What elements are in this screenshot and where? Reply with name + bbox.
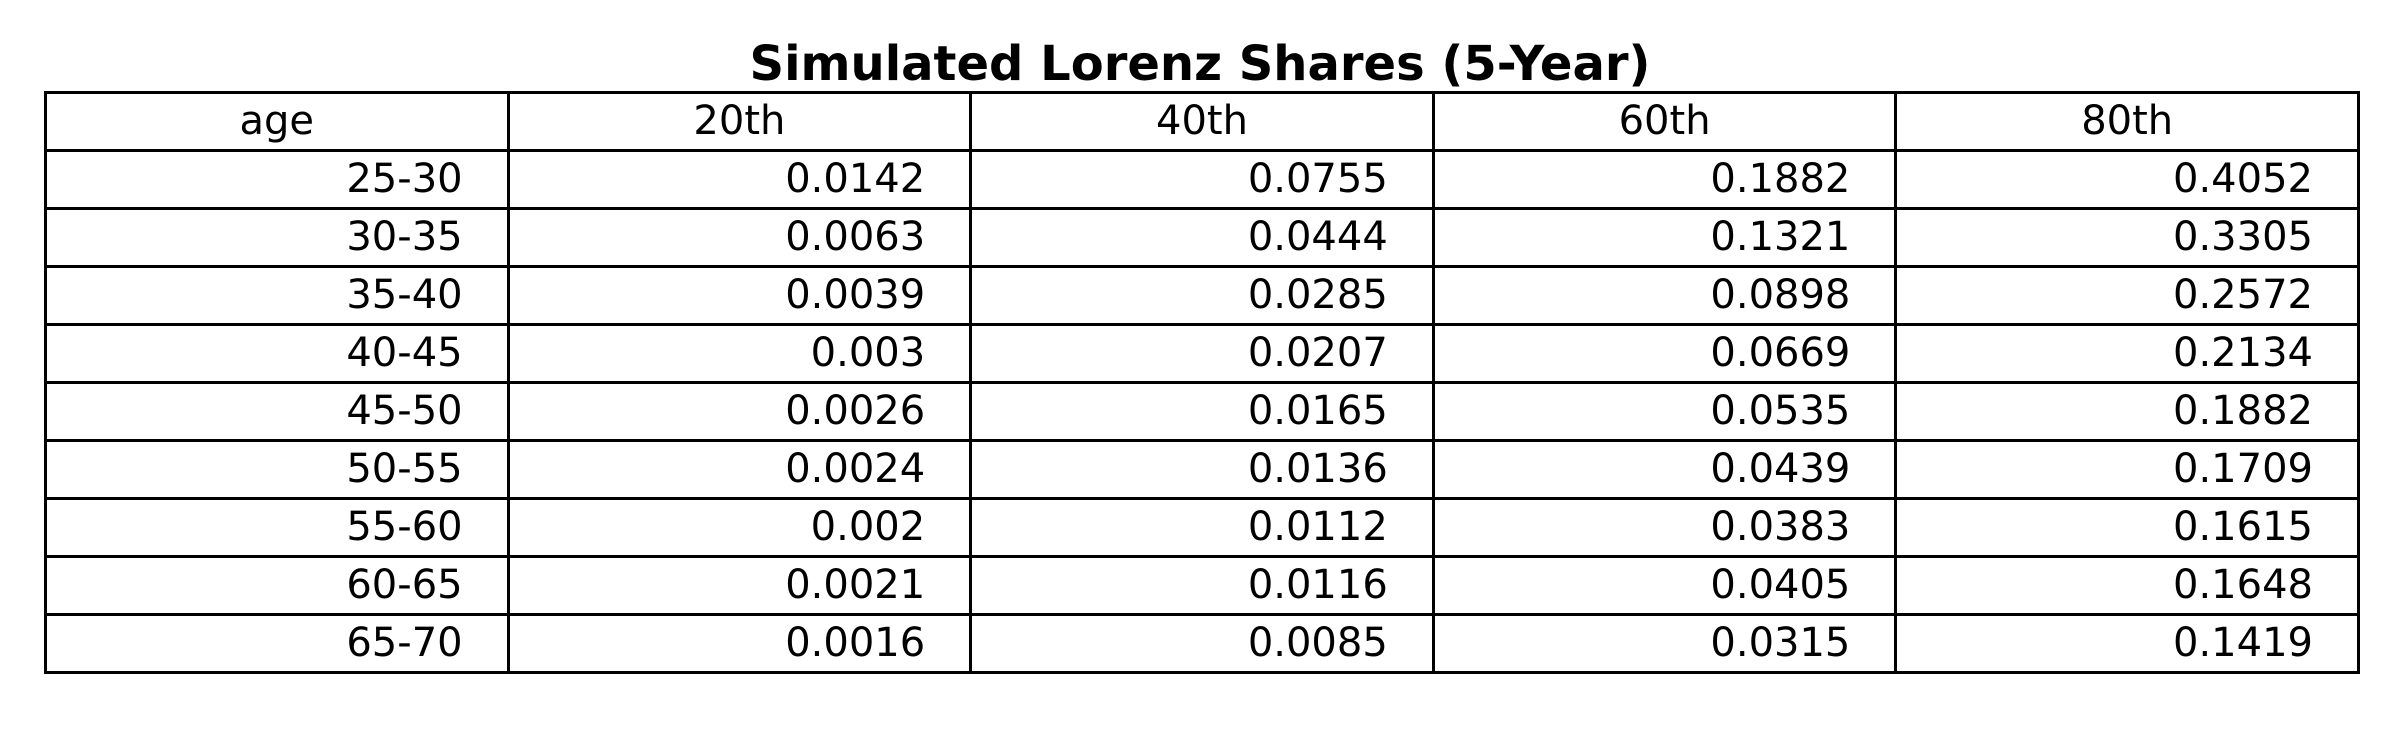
table-cell: 0.0116 (969, 555, 1435, 616)
column-header-age: age (44, 91, 510, 152)
table-cell: 0.0535 (1431, 381, 1898, 442)
table-cell: 0.0755 (969, 149, 1435, 210)
table-cell: 0.0016 (506, 613, 973, 674)
table-cell: 0.0165 (969, 381, 1435, 442)
table-cell: 0.0085 (969, 613, 1435, 674)
table-row: 65-70 0.0016 0.0085 0.0315 0.1419 (44, 613, 2360, 674)
table-cell: 0.4052 (1894, 149, 2360, 210)
table-cell: 65-70 (44, 613, 510, 674)
table-cell: 30-35 (44, 207, 510, 268)
table-row: 55-60 0.002 0.0112 0.0383 0.1615 (44, 497, 2360, 558)
table-title: Simulated Lorenz Shares (5-Year) (749, 36, 1651, 92)
table-row: 25-30 0.0142 0.0755 0.1882 0.4052 (44, 149, 2360, 210)
column-header-60th: 60th (1431, 91, 1898, 152)
table-cell: 55-60 (44, 497, 510, 558)
table-cell: 0.1321 (1431, 207, 1898, 268)
table-cell: 0.0039 (506, 265, 973, 326)
table-cell: 0.0021 (506, 555, 973, 616)
table-cell: 0.0112 (969, 497, 1435, 558)
table-cell: 0.0315 (1431, 613, 1898, 674)
table-cell: 45-50 (44, 381, 510, 442)
header-row: age 20th 40th 60th 80th (44, 91, 2360, 152)
table-cell: 0.0439 (1431, 439, 1898, 500)
table-row: 60-65 0.0021 0.0116 0.0405 0.1648 (44, 555, 2360, 616)
table-cell: 0.0405 (1431, 555, 1898, 616)
table-cell: 0.1882 (1894, 381, 2360, 442)
table-cell: 0.0026 (506, 381, 973, 442)
table-cell: 0.0383 (1431, 497, 1898, 558)
table-cell: 0.0136 (969, 439, 1435, 500)
table-row: 40-45 0.003 0.0207 0.0669 0.2134 (44, 323, 2360, 384)
table-cell: 40-45 (44, 323, 510, 384)
table-row: 35-40 0.0039 0.0285 0.0898 0.2572 (44, 265, 2360, 326)
table-cell: 60-65 (44, 555, 510, 616)
table-cell: 0.0898 (1431, 265, 1898, 326)
column-header-40th: 40th (969, 91, 1435, 152)
table-cell: 0.1615 (1894, 497, 2360, 558)
table-cell: 0.2572 (1894, 265, 2360, 326)
table-cell: 0.2134 (1894, 323, 2360, 384)
table-cell: 0.1648 (1894, 555, 2360, 616)
table-cell: 0.0285 (969, 265, 1435, 326)
table-cell: 0.0024 (506, 439, 973, 500)
table-cell: 0.0207 (969, 323, 1435, 384)
column-header-20th: 20th (506, 91, 973, 152)
table-body: 25-30 0.0142 0.0755 0.1882 0.4052 30-35 0.0063… (44, 149, 2360, 674)
table-cell: 35-40 (44, 265, 510, 326)
table-cell: 0.002 (506, 497, 973, 558)
table-cell: 0.0063 (506, 207, 973, 268)
table-cell: 0.1419 (1894, 613, 2360, 674)
column-header-80th: 80th (1894, 91, 2360, 152)
table-cell: 25-30 (44, 149, 510, 210)
table-cell: 0.003 (506, 323, 973, 384)
table-cell: 0.0669 (1431, 323, 1898, 384)
table-cell: 0.1709 (1894, 439, 2360, 500)
table-cell: 0.1882 (1431, 149, 1898, 210)
table-cell: 50-55 (44, 439, 510, 500)
table-cell: 0.3305 (1894, 207, 2360, 268)
lorenz-shares-table: age 20th 40th 60th 80th 25-30 0.0142 0.0755 0.1… (44, 91, 2360, 674)
table-row: 50-55 0.0024 0.0136 0.0439 0.1709 (44, 439, 2360, 500)
table-cell: 0.0142 (506, 149, 973, 210)
table-header: age 20th 40th 60th 80th (44, 91, 2360, 152)
table-row: 45-50 0.0026 0.0165 0.0535 0.1882 (44, 381, 2360, 442)
table-row: 30-35 0.0063 0.0444 0.1321 0.3305 (44, 207, 2360, 268)
table-cell: 0.0444 (969, 207, 1435, 268)
